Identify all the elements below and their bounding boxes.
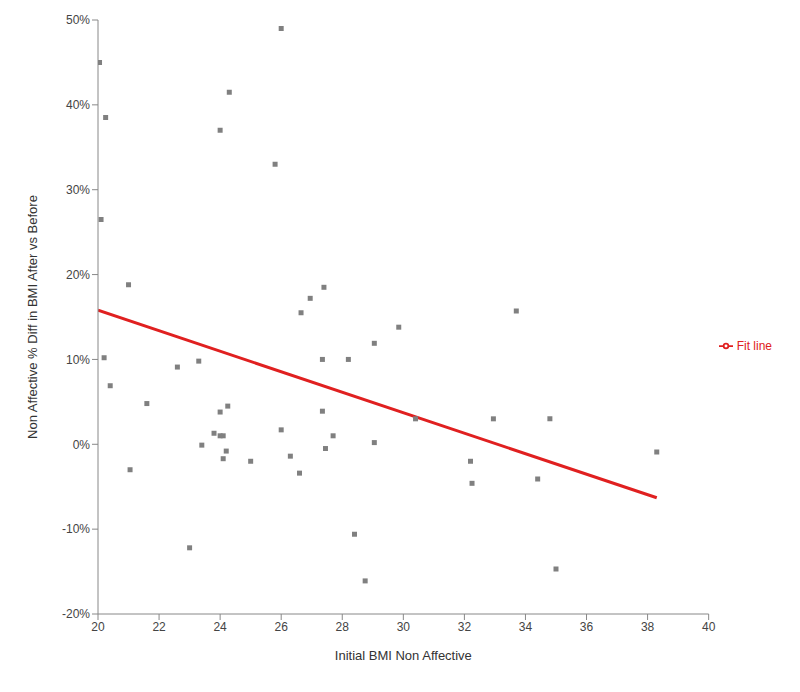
svg-text:22: 22 — [152, 620, 166, 634]
svg-text:26: 26 — [275, 620, 289, 634]
svg-text:24: 24 — [213, 620, 227, 634]
svg-text:0%: 0% — [73, 438, 91, 452]
svg-text:34: 34 — [519, 620, 533, 634]
svg-text:28: 28 — [336, 620, 350, 634]
svg-text:32: 32 — [458, 620, 472, 634]
svg-text:10%: 10% — [66, 353, 90, 367]
svg-text:40%: 40% — [66, 98, 90, 112]
svg-text:20%: 20% — [66, 268, 90, 282]
svg-text:-20%: -20% — [62, 607, 90, 621]
svg-text:36: 36 — [580, 620, 594, 634]
html-text:Fit line: Fit line — [736, 338, 772, 353]
svg-text:40: 40 — [702, 620, 716, 634]
svg-text:38: 38 — [641, 620, 655, 634]
svg-text:30%: 30% — [66, 183, 90, 197]
svg-text:30: 30 — [397, 620, 411, 634]
svg-text:50%: 50% — [66, 13, 90, 27]
svg-text:Initial BMI Non Affective: Initial BMI Non Affective — [335, 648, 472, 663]
svg-text:-10%: -10% — [62, 522, 90, 536]
svg-text:20: 20 — [91, 620, 105, 634]
svg-text:Non Affective % Diff in BMI Af: Non Affective % Diff in BMI After vs Bef… — [25, 195, 40, 439]
